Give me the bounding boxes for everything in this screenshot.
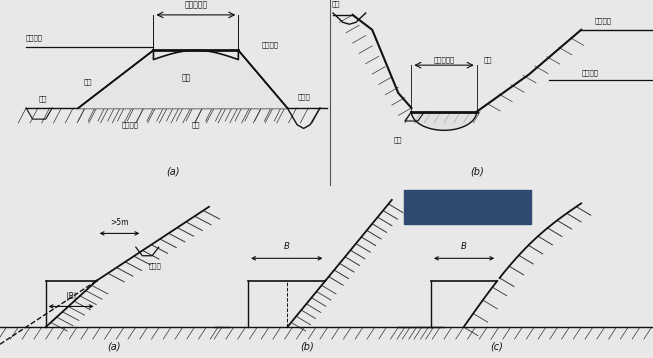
Text: (b): (b) — [300, 341, 314, 351]
Text: 路基面宽度: 路基面宽度 — [184, 0, 208, 9]
Text: 路基面宽度: 路基面宽度 — [434, 57, 454, 63]
Text: (a): (a) — [108, 341, 121, 351]
Text: 天沟: 天沟 — [332, 1, 341, 8]
Text: 自然地面: 自然地面 — [122, 121, 139, 128]
Text: 取土坑: 取土坑 — [298, 93, 311, 100]
Text: (b): (b) — [470, 167, 484, 177]
Text: 路堤边坡: 路堤边坡 — [261, 42, 278, 48]
Text: B: B — [461, 242, 467, 251]
Bar — [404, 190, 531, 224]
Text: 设计标高: 设计标高 — [26, 34, 43, 41]
Text: 护道: 护道 — [84, 79, 93, 85]
Text: |B|: |B| — [66, 292, 76, 301]
Text: (c): (c) — [490, 341, 503, 351]
Polygon shape — [78, 50, 287, 108]
Text: 自然地面: 自然地面 — [594, 18, 611, 24]
Text: 侧沟: 侧沟 — [483, 57, 492, 63]
Text: 填土: 填土 — [182, 74, 191, 83]
Text: 侧沟: 侧沟 — [38, 95, 47, 102]
Text: 地基: 地基 — [191, 121, 200, 128]
Text: (a): (a) — [167, 167, 180, 177]
Text: B: B — [284, 242, 290, 251]
Text: 截水沟: 截水沟 — [149, 263, 162, 269]
Text: 设计标高: 设计标高 — [581, 70, 598, 76]
Text: 地基: 地基 — [394, 136, 403, 143]
Text: >5m: >5m — [110, 218, 129, 227]
